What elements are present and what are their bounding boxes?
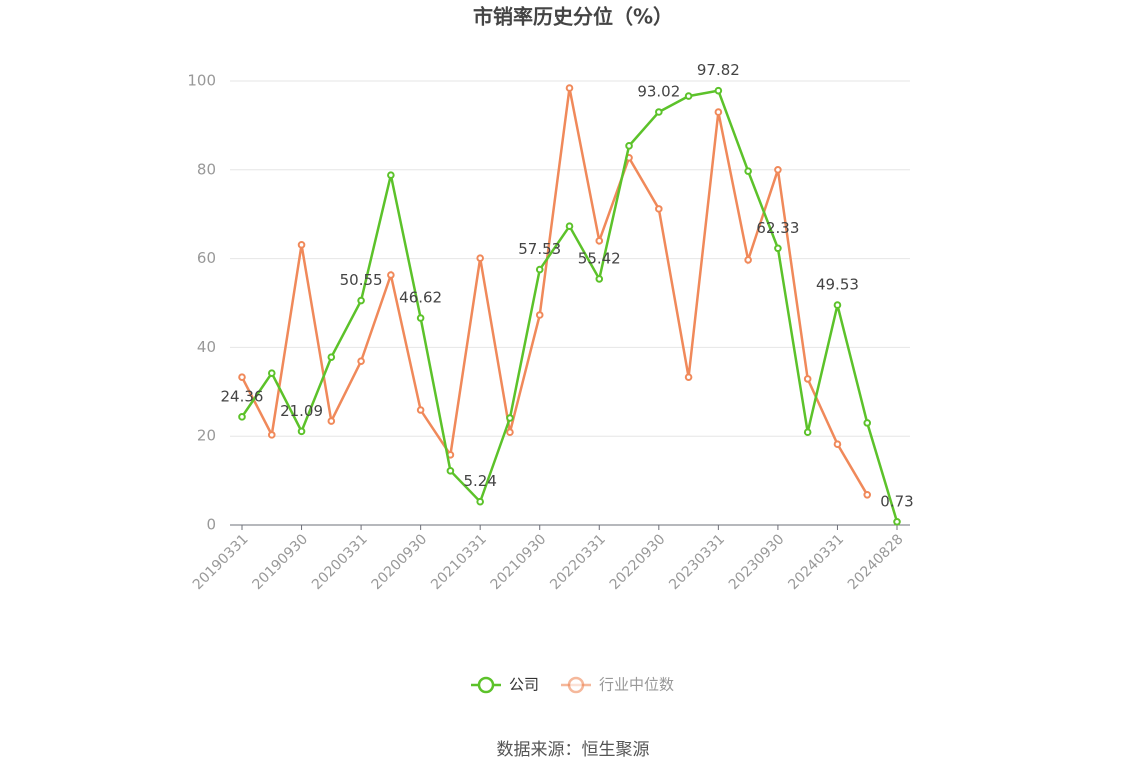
point [506,428,514,437]
point [803,428,812,437]
source: 数据来源：恒生聚源 [497,740,650,760]
data-label: 49.53 [816,276,859,294]
point [506,414,514,422]
legend-marker [567,676,585,694]
y-tick-label: 20 [197,427,216,445]
point [714,86,723,95]
point [774,166,782,174]
point [803,375,812,383]
point [655,205,663,213]
point [535,311,544,319]
y-tick-label: 60 [197,249,216,267]
legend-label: 公司 [509,676,539,694]
point [476,254,484,262]
point [416,314,425,322]
point [744,256,752,264]
point [684,373,693,381]
legend-label: 行业中位数 [599,676,674,694]
x-tick-label: 20220331 [547,531,609,593]
x-tick-label: 20230930 [726,531,788,593]
data-label: 24.36 [221,387,264,405]
point [595,237,604,245]
point [297,427,306,436]
point [387,271,395,279]
data-label: 50.55 [340,271,383,289]
point [863,419,872,427]
point [238,413,246,421]
point [774,244,782,253]
data-label: 57.53 [518,240,561,258]
point [416,406,425,414]
point [238,373,246,381]
point [565,222,574,230]
point [565,84,574,92]
point [863,491,872,499]
point [387,171,395,179]
point [595,275,604,283]
point [625,142,633,150]
data-label: 97.82 [697,61,740,79]
data-label: 55.42 [578,249,621,267]
data-label: 0.73 [880,492,913,510]
x-tick-label: 20190331 [190,531,252,593]
x-tick-label: 20230331 [666,531,728,593]
x-tick-label: 20240828 [845,531,907,593]
y-tick-label: 100 [187,72,216,90]
point [655,108,663,116]
data-label: 5.24 [463,472,496,490]
legend-marker [477,676,495,694]
series-line [240,89,899,523]
x-tick-label: 20200331 [309,531,371,593]
point [833,301,842,309]
point [535,265,544,274]
point [267,369,276,377]
point [744,167,752,175]
point [357,357,365,365]
series-line [240,87,869,496]
data-label: 62.33 [756,219,799,237]
point [267,431,276,439]
point [327,417,336,425]
point [357,296,365,305]
point [714,108,723,116]
x-tick-label: 20200930 [369,531,431,593]
x-tick-label: 20220930 [607,531,669,593]
point [327,353,336,361]
point [893,517,901,526]
data-label: 46.62 [399,289,442,307]
data-label: 21.09 [280,402,323,420]
point [684,92,693,100]
y-tick-label: 40 [197,338,216,356]
x-tick-label: 20210331 [428,531,490,593]
point [833,440,842,448]
data-label: 93.02 [637,82,680,100]
x-tick-label: 20210930 [488,531,550,593]
point [297,241,306,249]
x-tick-label: 20190930 [249,531,311,593]
y-tick-label: 80 [197,160,216,178]
point [446,467,455,475]
y-tick-label: 0 [206,516,216,534]
chart-title: 市销率历史分位（%） [473,5,673,29]
point [476,497,484,506]
x-tick-label: 20240331 [785,531,847,593]
